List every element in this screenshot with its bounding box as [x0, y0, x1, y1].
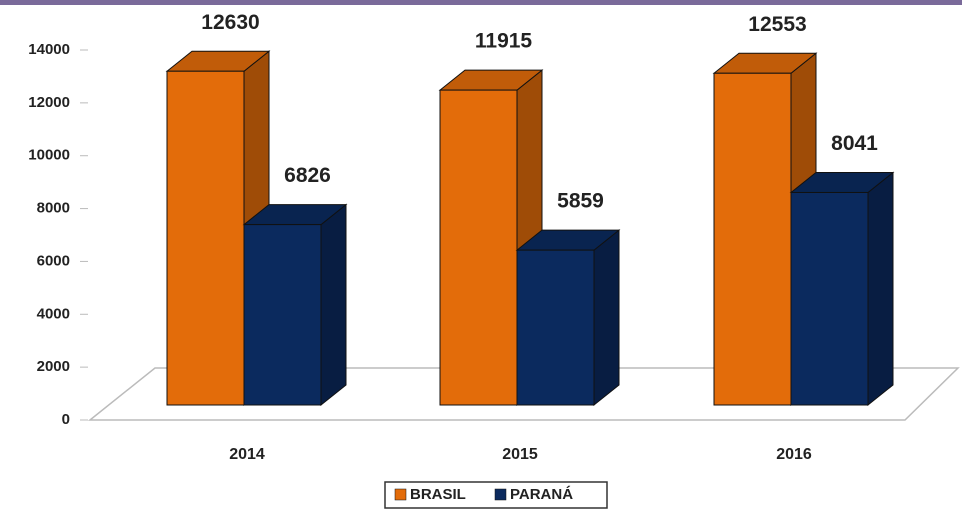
legend-swatch	[394, 488, 407, 501]
top-band	[0, 0, 962, 5]
value-label: 12630	[201, 11, 259, 34]
bar	[166, 70, 245, 406]
y-tick-label: 8000	[37, 200, 70, 217]
legend-label: BRASIL	[410, 486, 466, 503]
legend-swatch	[494, 488, 507, 501]
value-label: 5859	[557, 190, 604, 213]
x-tick-label: 2014	[229, 446, 265, 463]
floor	[87, 367, 960, 421]
y-tick-label: 12000	[28, 94, 70, 111]
y-tick-label: 6000	[37, 252, 70, 269]
legend-label: PARANÁ	[510, 486, 573, 503]
y-tick-label: 0	[62, 411, 70, 428]
bar	[790, 191, 869, 406]
y-tick-label: 2000	[37, 358, 70, 375]
y-tick-label: 10000	[28, 147, 70, 164]
value-label: 11915	[475, 30, 533, 53]
bar	[713, 72, 792, 406]
bar	[516, 249, 595, 406]
value-label: 8041	[831, 132, 878, 155]
bar-side	[320, 203, 347, 407]
x-tick-label: 2015	[502, 446, 538, 463]
bar-side	[867, 171, 894, 407]
bar	[243, 224, 322, 406]
y-tick-label: 14000	[28, 41, 70, 58]
bar	[439, 89, 518, 406]
bar-side	[593, 229, 620, 407]
value-label: 12553	[748, 13, 806, 36]
x-tick-label: 2016	[776, 446, 812, 463]
y-tick-label: 4000	[37, 305, 70, 322]
value-label: 6826	[284, 164, 331, 187]
